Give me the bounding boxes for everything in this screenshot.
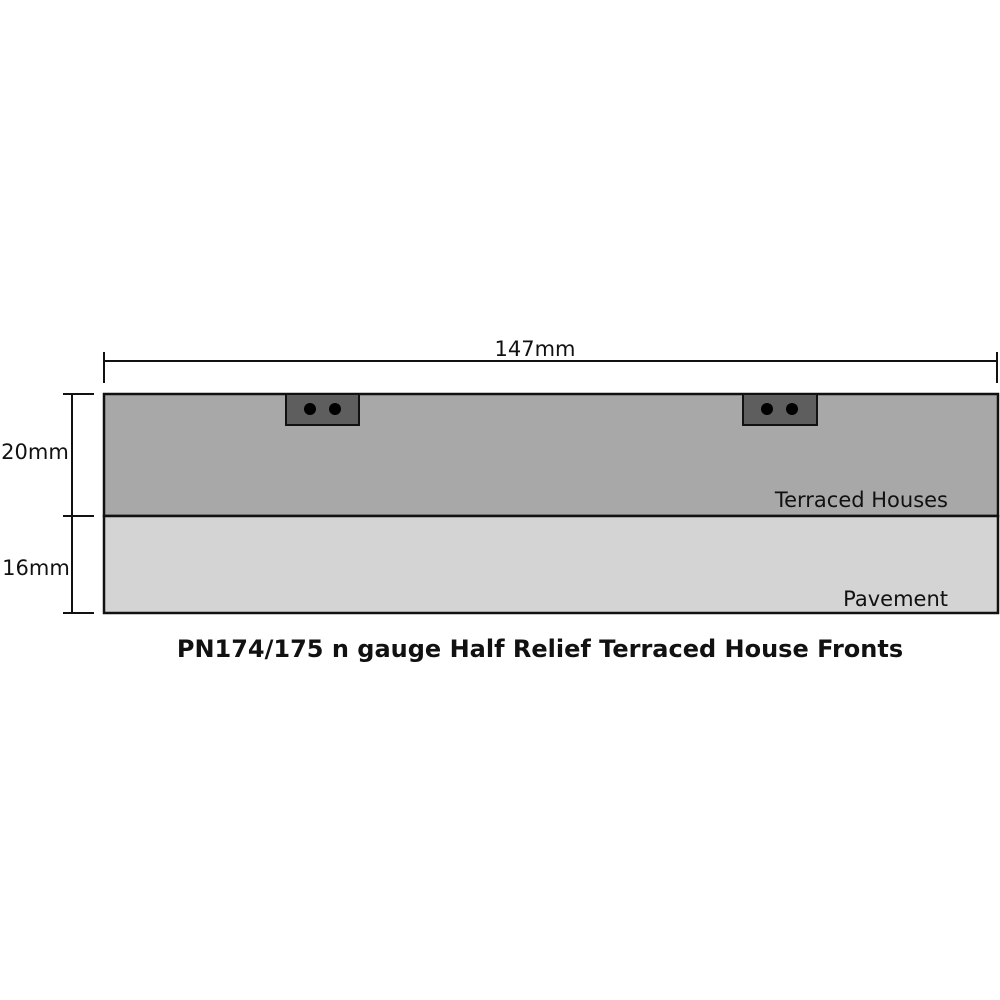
pavement-section (102, 514, 1000, 615)
height-dimension (63, 393, 94, 614)
diagram-title: PN174/175 n gauge Half Relief Terraced H… (177, 635, 903, 663)
terraced-houses-label: Terraced Houses (774, 488, 948, 512)
width-dimension (103, 352, 998, 383)
upper-height-label: 20mm (1, 440, 69, 464)
connector-right (742, 393, 818, 426)
pavement-label: Pavement (843, 587, 948, 611)
connector-left (285, 393, 360, 426)
lower-height-label: 16mm (2, 556, 70, 580)
width-label: 147mm (495, 337, 576, 361)
